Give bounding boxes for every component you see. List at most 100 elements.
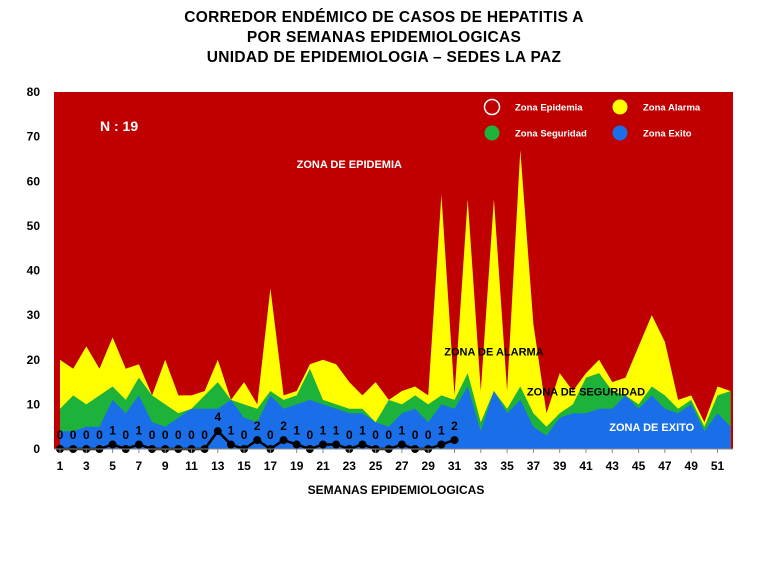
- x-tick-label: 43: [606, 459, 620, 473]
- case-point: [358, 440, 367, 449]
- x-axis: 1 3 5 7 9 11 13 15 17 19 21 23 25 27 29 31 33 35 37 39 41 43 4…: [54, 448, 733, 473]
- zone-labels: ZONA DE EPIDEMIA ZONA DE ALARMA ZONA DE SE…: [297, 159, 695, 434]
- case-label: 0: [122, 428, 129, 442]
- n-label: N : 19: [100, 118, 138, 134]
- case-label: 2: [451, 419, 458, 433]
- zone-areas: [60, 150, 731, 449]
- x-tick-label: 1: [57, 459, 64, 473]
- x-tick-label: 21: [316, 459, 330, 473]
- title-line-3: UNIDAD DE EPIDEMIOLOGIA – SEDES LA PAZ: [206, 49, 562, 66]
- case-point: [397, 440, 406, 449]
- case-point: [213, 427, 222, 436]
- y-tick-label: 50: [27, 219, 41, 233]
- x-tick-label: 47: [658, 459, 672, 473]
- legend-marker-alarma: [612, 99, 628, 115]
- case-label: 0: [425, 428, 432, 442]
- x-tick-label: 31: [448, 459, 462, 473]
- x-tick-label: 29: [422, 459, 436, 473]
- case-label: 0: [385, 428, 392, 442]
- y-tick-label: 30: [27, 308, 41, 322]
- zone-label: ZONA DE SEGURIDAD: [527, 386, 645, 398]
- x-tick-label: 39: [553, 459, 567, 473]
- x-tick-label: 13: [211, 459, 225, 473]
- case-label: 0: [412, 428, 419, 442]
- y-tick-label: 0: [33, 442, 40, 456]
- x-tick-label: 33: [474, 459, 488, 473]
- legend-marker-epidemia: [483, 98, 501, 116]
- x-tick-label: 37: [527, 459, 541, 473]
- case-label: 0: [83, 428, 90, 442]
- case-label: 0: [175, 428, 182, 442]
- x-tick-label: 11: [185, 459, 198, 473]
- y-tick-label: 10: [27, 397, 41, 411]
- case-label: 0: [96, 428, 103, 442]
- legend-label: Zona Exito: [643, 129, 692, 140]
- case-label: 0: [188, 428, 195, 442]
- y-tick-label: 20: [27, 353, 41, 367]
- y-tick-label: 80: [27, 85, 41, 99]
- case-label: 0: [346, 428, 353, 442]
- case-label: 0: [70, 428, 77, 442]
- area-zona-exito: [60, 386, 731, 449]
- zone-label: ZONA DE ALARMA: [444, 346, 543, 358]
- zone-label: ZONA DE EXITO: [609, 422, 694, 434]
- case-point: [332, 440, 341, 449]
- x-tick-label: 9: [162, 459, 169, 473]
- case-point: [108, 440, 117, 449]
- case-label: 4: [214, 410, 221, 424]
- case-label: 0: [149, 428, 156, 442]
- case-point: [292, 440, 301, 449]
- y-tick-label: 60: [27, 174, 41, 188]
- y-tick-label: 40: [27, 264, 41, 278]
- case-label: 2: [254, 419, 261, 433]
- case-label: 0: [201, 428, 208, 442]
- x-tick-label: 27: [395, 459, 409, 473]
- case-label: 0: [372, 428, 379, 442]
- case-point: [134, 440, 143, 449]
- x-tick-label: 15: [237, 459, 251, 473]
- x-tick-label: 17: [264, 459, 278, 473]
- case-label: 1: [228, 424, 235, 438]
- legend-label: Zona Epidemia: [515, 103, 583, 114]
- case-point: [279, 436, 288, 445]
- case-label: 0: [162, 428, 169, 442]
- x-axis-title: SEMANAS EPIDEMIOLOGICAS: [308, 483, 485, 497]
- case-point: [226, 440, 235, 449]
- legend-marker-seguridad: [484, 125, 500, 141]
- case-point: [253, 436, 262, 445]
- zone-label: ZONA DE EPIDEMIA: [297, 159, 402, 171]
- x-tick-label: 19: [290, 459, 304, 473]
- y-axis: 0 10 20 30 40 50 60 70 80: [27, 85, 41, 456]
- x-tick-label: 25: [369, 459, 383, 473]
- case-label: 1: [320, 424, 327, 438]
- title-line-1: CORREDOR ENDÉMICO DE CASOS DE HEPATITIS …: [184, 9, 584, 26]
- case-label: 1: [136, 424, 143, 438]
- case-label: 1: [438, 424, 445, 438]
- case-label: 1: [359, 424, 366, 438]
- case-label: 1: [293, 424, 300, 438]
- case-label: 0: [57, 428, 64, 442]
- case-label: 0: [241, 428, 248, 442]
- x-tick-label: 23: [343, 459, 357, 473]
- x-tick-label: 3: [83, 459, 90, 473]
- x-tick-label: 41: [579, 459, 593, 473]
- legend-label: Zona Seguridad: [515, 129, 587, 140]
- case-point: [437, 440, 446, 449]
- title-line-2: POR SEMANAS EPIDEMIOLOGICAS: [246, 29, 522, 46]
- y-tick-label: 70: [27, 130, 41, 144]
- x-tick-label: 35: [500, 459, 514, 473]
- case-label: 1: [399, 424, 406, 438]
- legend: Zona Epidemia Zona Alarma Zona Seguridad Zo…: [483, 98, 701, 141]
- x-tick-label: 7: [136, 459, 143, 473]
- case-label: 0: [267, 428, 274, 442]
- legend-label: Zona Alarma: [643, 103, 701, 114]
- case-label: 1: [333, 424, 340, 438]
- case-point: [450, 436, 459, 445]
- case-label: 0: [307, 428, 314, 442]
- case-point: [319, 440, 327, 449]
- x-tick-label: 49: [685, 459, 699, 473]
- case-label: 2: [280, 419, 287, 433]
- legend-marker-exito: [612, 125, 628, 141]
